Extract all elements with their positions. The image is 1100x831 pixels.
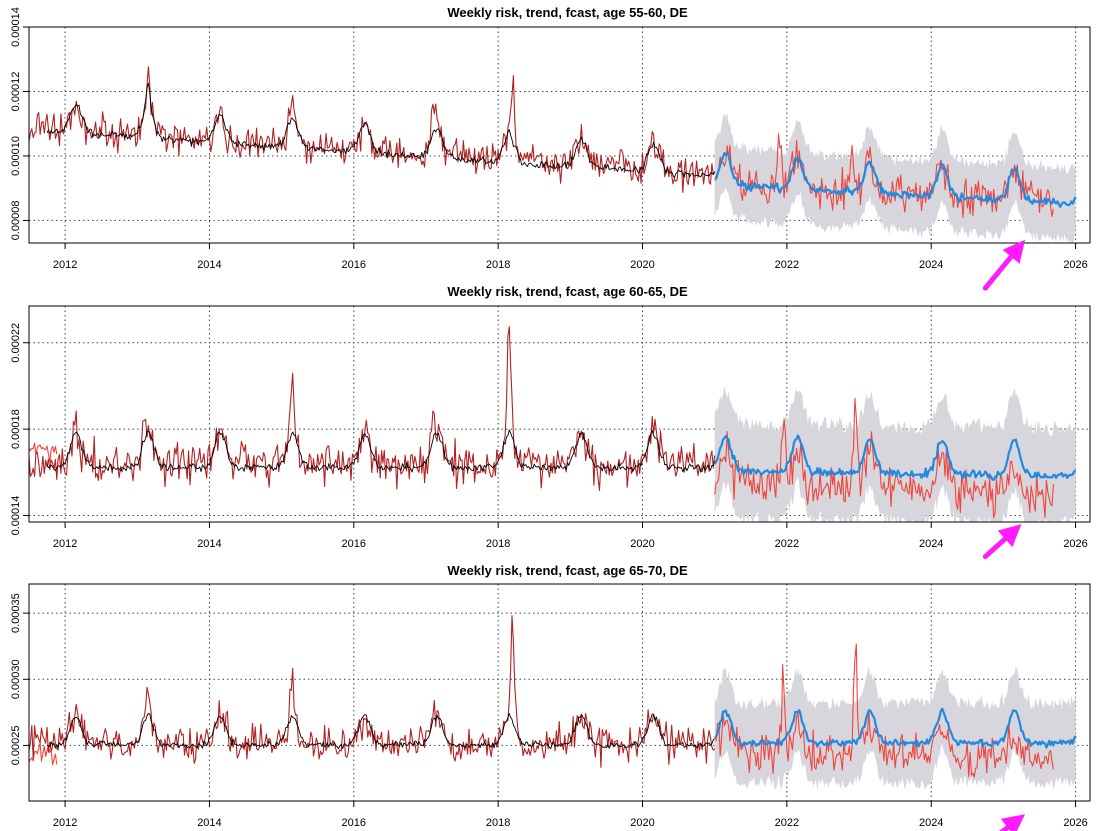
x-tick-label: 2026: [1063, 538, 1087, 550]
plot-area: [29, 326, 1077, 522]
x-tick-label: 2022: [775, 538, 799, 550]
x-tick-label: 2018: [486, 538, 510, 550]
x-tick-label: 2016: [342, 817, 366, 829]
series-line-series-extra: [29, 442, 58, 463]
annotation-arrow-shaft: [982, 536, 1008, 560]
plot-area: [29, 66, 1077, 243]
x-tick-label: 2026: [1063, 817, 1087, 829]
series-line-weekly-risk-forecast-period-: [714, 133, 1054, 219]
annotation-arrow-shaft: [999, 825, 1011, 831]
x-tick-label: 2022: [775, 817, 799, 829]
forecast-interval-band: [714, 386, 1076, 522]
y-tick-label: 0.00022: [10, 323, 22, 363]
series-line-weekly-risk-observed-: [29, 326, 716, 491]
plot-frame: [28, 583, 1091, 802]
annotation-arrow-shaft: [982, 254, 1014, 291]
x-tick-label: 2014: [197, 259, 221, 271]
y-tick-label: 0.00025: [10, 726, 22, 766]
forecast-interval-band: [714, 666, 1076, 791]
x-tick-label: 2026: [1063, 259, 1087, 271]
annotation-arrow-head: [997, 524, 1022, 548]
x-tick-label: 2024: [919, 817, 943, 829]
y-tick-label: 0.00014: [10, 7, 22, 47]
x-tick-label: 2012: [53, 817, 77, 829]
y-tick-label: 0.00014: [10, 496, 22, 536]
series-line-weekly-risk-observed-: [29, 615, 716, 768]
series-line-trend-fit-: [46, 429, 716, 473]
x-tick-label: 2016: [342, 259, 366, 271]
series-line-forecast: [714, 152, 1077, 208]
chart-panel-2: Weekly risk, trend, fcast, age 60-65, DE…: [10, 284, 1091, 560]
series-line-trend-fit-: [46, 82, 716, 179]
y-tick-label: 0.00008: [10, 201, 22, 241]
plot-area: [29, 615, 1077, 791]
series-line-weekly-risk-forecast-period-: [714, 397, 1054, 519]
chart-title: Weekly risk, trend, fcast, age 65-70, DE: [447, 563, 688, 578]
y-tick-label: 0.00010: [10, 136, 22, 176]
x-tick-label: 2024: [919, 259, 943, 271]
x-tick-label: 2020: [630, 259, 654, 271]
y-tick-label: 0.00035: [10, 593, 22, 633]
plot-frame: [28, 26, 1091, 244]
series-line-forecast: [713, 434, 1077, 481]
chart-panel-3: Weekly risk, trend, fcast, age 65-70, DE…: [10, 563, 1091, 831]
series-line-weekly-risk-observed-: [29, 66, 716, 194]
chart-title: Weekly risk, trend, fcast, age 55-60, DE: [447, 5, 688, 20]
chart-panel-1: Weekly risk, trend, fcast, age 55-60, DE…: [10, 5, 1091, 291]
x-tick-label: 2012: [53, 538, 77, 550]
x-tick-label: 2020: [630, 817, 654, 829]
chart-title: Weekly risk, trend, fcast, age 60-65, DE: [447, 284, 688, 299]
series-line-weekly-risk-forecast-period-: [714, 643, 1054, 778]
forecast-interval-band: [714, 113, 1076, 243]
x-tick-label: 2018: [486, 259, 510, 271]
series-line-forecast: [714, 707, 1077, 749]
plot-frame: [28, 305, 1091, 523]
series-line-trend-fit-: [46, 712, 716, 750]
y-tick-label: 0.00018: [10, 409, 22, 449]
x-tick-label: 2016: [342, 538, 366, 550]
x-tick-label: 2024: [919, 538, 943, 550]
x-tick-label: 2018: [486, 817, 510, 829]
annotation-arrow-head: [1000, 814, 1026, 831]
x-tick-label: 2014: [197, 817, 221, 829]
y-tick-label: 0.00012: [10, 72, 22, 112]
x-tick-label: 2022: [775, 259, 799, 271]
x-tick-label: 2012: [53, 259, 77, 271]
x-tick-label: 2020: [630, 538, 654, 550]
annotation-arrow-head: [1002, 239, 1026, 264]
x-tick-label: 2014: [197, 538, 221, 550]
y-tick-label: 0.00030: [10, 659, 22, 699]
